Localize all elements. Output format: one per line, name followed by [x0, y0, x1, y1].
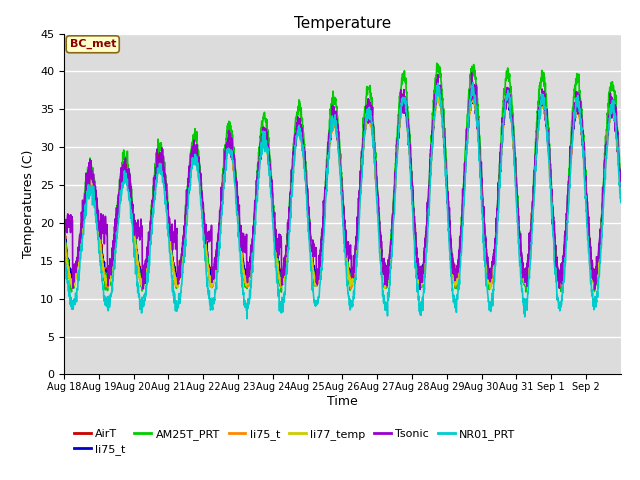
X-axis label: Time: Time — [327, 395, 358, 408]
Title: Temperature: Temperature — [294, 16, 391, 31]
Legend: AirT, li75_t, AM25T_PRT, li75_t, li77_temp, Tsonic, NR01_PRT: AirT, li75_t, AM25T_PRT, li75_t, li77_te… — [70, 424, 520, 460]
Y-axis label: Temperatures (C): Temperatures (C) — [22, 150, 35, 258]
Text: BC_met: BC_met — [70, 39, 116, 49]
